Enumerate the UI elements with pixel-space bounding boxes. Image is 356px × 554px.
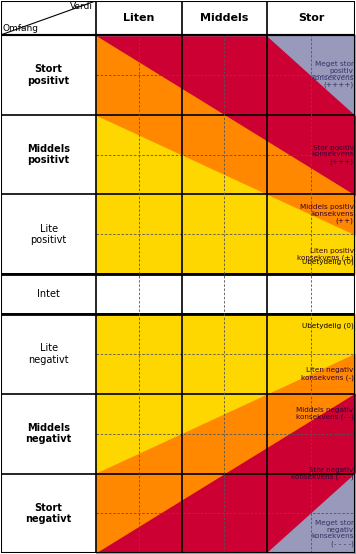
Bar bbox=[1, 1, 355, 35]
Text: Stor negativ
konsekvens (- - -): Stor negativ konsekvens (- - -) bbox=[291, 467, 354, 480]
Text: Lite
negativt: Lite negativt bbox=[28, 343, 69, 365]
Text: Verdi: Verdi bbox=[70, 2, 93, 11]
Text: Stor positiv
konsekvens
(+++): Stor positiv konsekvens (+++) bbox=[311, 145, 354, 165]
Text: Middels: Middels bbox=[200, 13, 248, 23]
Text: Lite
positivt: Lite positivt bbox=[31, 223, 67, 245]
Text: Stort
negativt: Stort negativt bbox=[25, 502, 72, 524]
Text: Intet: Intet bbox=[37, 289, 60, 299]
Text: Liten: Liten bbox=[123, 13, 155, 23]
Text: Liten positiv
konsekvens (±): Liten positiv konsekvens (±) bbox=[297, 248, 354, 261]
Text: Ubetydelig (0): Ubetydelig (0) bbox=[302, 259, 354, 265]
Text: Middels
negativt: Middels negativt bbox=[25, 423, 72, 444]
Text: Middels positiv
konsekvens
(++): Middels positiv konsekvens (++) bbox=[300, 204, 354, 224]
Text: Liten negativ
konsekvens (-): Liten negativ konsekvens (-) bbox=[301, 367, 354, 381]
Text: Meget stor
positiv
konsekvens
(++++): Meget stor positiv konsekvens (++++) bbox=[311, 61, 354, 88]
Text: Stort
positivt: Stort positivt bbox=[27, 64, 70, 86]
Text: Middels
positivt: Middels positivt bbox=[27, 144, 70, 166]
Text: Omfang: Omfang bbox=[2, 24, 38, 33]
Text: Meget stor
negativ
konsekvens
(- - - -): Meget stor negativ konsekvens (- - - -) bbox=[311, 520, 354, 547]
Text: Middels negativ
konsekvens (- -): Middels negativ konsekvens (- -) bbox=[296, 407, 354, 420]
Text: Ubetydelig (0): Ubetydelig (0) bbox=[302, 323, 354, 329]
Text: Stor: Stor bbox=[298, 13, 324, 23]
